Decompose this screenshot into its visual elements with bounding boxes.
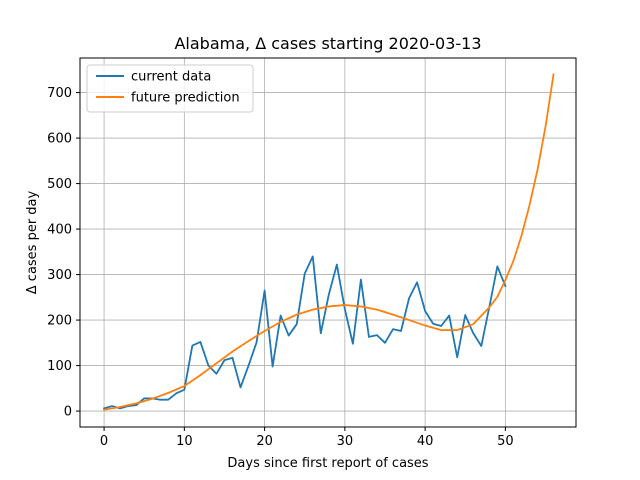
x-axis-label: Days since first report of cases (227, 456, 428, 471)
y-tick-label: 400 (47, 223, 72, 238)
x-tick-label: 50 (497, 434, 514, 449)
plot-frame (79, 57, 577, 428)
y-tick-label: 300 (47, 268, 72, 283)
y-tick-label: 200 (47, 314, 72, 329)
y-tick-label: 700 (47, 86, 72, 101)
y-axis-label: Δ cases per day (25, 190, 40, 294)
x-tick-label: 40 (417, 434, 434, 449)
chart-title: Alabama, Δ cases starting 2020-03-13 (174, 34, 481, 53)
x-tick-label: 20 (256, 434, 273, 449)
x-tick-label: 10 (176, 434, 193, 449)
legend: current data future prediction (86, 64, 254, 113)
grid (80, 58, 576, 427)
legend-label-future-prediction: future prediction (131, 91, 240, 106)
y-tick-label: 100 (47, 359, 72, 374)
x-axis-ticks: 0 10 20 30 40 50 (100, 427, 514, 449)
legend-box (86, 64, 254, 113)
series-layer (102, 73, 555, 411)
series-line-future-prediction (103, 73, 555, 411)
y-tick-label: 500 (47, 177, 72, 192)
x-tick-label: 0 (100, 434, 108, 449)
series-line-current-data (102, 255, 507, 410)
x-tick-label: 30 (337, 434, 354, 449)
y-axis-ticks: 0 100 200 300 400 500 600 700 (47, 86, 80, 420)
y-tick-label: 0 (64, 405, 72, 420)
legend-label-current-data: current data (131, 70, 211, 85)
y-tick-label: 600 (47, 132, 72, 147)
